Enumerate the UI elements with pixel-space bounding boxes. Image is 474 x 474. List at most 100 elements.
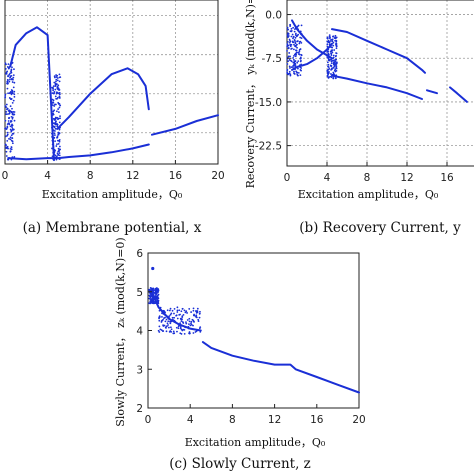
panel-c: 0 4 8 12 16 20 2 3 4 5 6 Slowly Current， zₖ (mod(k… <box>114 237 366 472</box>
scatter-point <box>169 322 172 325</box>
scatter-point <box>8 80 11 83</box>
scatter-point <box>164 316 166 319</box>
scatter-point <box>52 85 55 88</box>
panel-b-caption-text: (b) Recovery Current, y <box>299 220 461 236</box>
scatter-point <box>327 57 330 60</box>
scatter-point <box>293 55 295 57</box>
panel-a-ticks: 0 4 8 12 16 20 <box>2 160 225 182</box>
scatter-point <box>334 34 337 37</box>
scatter-point <box>58 145 61 148</box>
panel-b-ytick-label: -7.5 <box>262 53 283 65</box>
scatter-point <box>7 113 10 115</box>
scatter-point <box>332 56 335 59</box>
scatter-point <box>333 63 335 66</box>
scatter-point <box>180 318 182 321</box>
panel-a-xlabel: Excitation amplitude，Q₀ <box>42 188 183 201</box>
scatter-point <box>163 324 166 327</box>
scatter-point <box>10 134 13 137</box>
panel-c-xtick-label: 8 <box>229 414 236 426</box>
scatter-point <box>55 80 57 83</box>
scatter-point <box>299 57 302 60</box>
scatter-point <box>11 77 13 80</box>
scatter-point <box>192 309 195 312</box>
scatter-point <box>52 101 54 104</box>
scatter-point <box>56 135 59 138</box>
scatter-point <box>55 97 58 100</box>
scatter-point <box>7 158 10 161</box>
scatter-point <box>151 302 154 305</box>
scatter-point <box>11 124 14 127</box>
scatter-point <box>165 318 168 321</box>
scatter-point <box>55 74 58 76</box>
scatter-point <box>53 132 56 135</box>
panel-b-ytick-label: -15.0 <box>255 97 282 109</box>
scatter-point <box>6 113 8 116</box>
scatter-point <box>332 77 335 79</box>
scatter-point <box>189 324 192 327</box>
scatter-point <box>13 90 16 93</box>
panel-c-ytick-label: 4 <box>136 326 143 338</box>
panel-b-data <box>286 19 468 103</box>
scatter-point <box>329 36 331 39</box>
scatter-point <box>179 327 182 330</box>
scatter-point <box>286 68 289 71</box>
scatter-point <box>11 107 13 110</box>
scatter-point <box>56 116 59 119</box>
scatter-point <box>10 110 13 113</box>
scatter-point <box>286 26 289 29</box>
scatter-point <box>188 320 191 323</box>
scatter-point <box>6 108 9 110</box>
scatter-point <box>57 131 60 134</box>
series-line <box>449 86 468 103</box>
scatter-point <box>335 43 337 46</box>
scatter-point <box>10 98 13 101</box>
scatter-point <box>9 136 12 139</box>
scatter-point <box>288 52 291 54</box>
scatter-point <box>54 140 56 143</box>
scatter-point <box>11 91 14 93</box>
scatter-point <box>11 137 14 139</box>
panel-b-xlabel: Excitation amplitude，Q₀ <box>298 188 439 201</box>
scatter-point <box>10 89 13 91</box>
scatter-point <box>56 136 58 139</box>
scatter-point <box>164 326 167 329</box>
scatter-point <box>299 36 302 39</box>
scatter-point <box>154 288 157 290</box>
scatter-point <box>7 120 10 122</box>
scatter-point <box>286 34 289 37</box>
scatter-point <box>8 97 11 99</box>
series-point <box>151 266 155 271</box>
scatter-point <box>294 55 297 58</box>
scatter-point <box>167 320 170 323</box>
scatter-point <box>55 92 58 95</box>
scatter-point <box>9 119 12 122</box>
scatter-point <box>54 82 57 85</box>
scatter-point <box>58 91 61 94</box>
panel-c-ticks: 0 4 8 12 16 20 2 3 4 5 6 <box>136 248 365 426</box>
scatter-point <box>192 324 194 327</box>
panel-a-xtick-label: 0 <box>2 170 9 182</box>
scatter-point <box>149 302 151 305</box>
scatter-point <box>190 322 192 325</box>
scatter-point <box>288 70 291 73</box>
panel-a-data <box>4 26 219 162</box>
scatter-point <box>293 53 296 56</box>
scatter-point <box>162 330 165 332</box>
scatter-point <box>58 95 61 98</box>
scatter-point <box>161 316 163 318</box>
scatter-point <box>5 144 8 147</box>
scatter-point <box>150 287 153 290</box>
panel-b-ytick-label: -22.5 <box>255 141 282 153</box>
scatter-point <box>326 61 329 64</box>
panel-c-caption: (c) Slowly Current, z <box>169 456 311 472</box>
scatter-point <box>197 318 200 321</box>
scatter-point <box>154 295 157 298</box>
scatter-point <box>300 54 303 57</box>
panel-c-xtick-label: 4 <box>187 414 194 426</box>
scatter-point <box>13 93 16 96</box>
scatter-point <box>53 125 56 128</box>
scatter-point <box>293 62 296 65</box>
scatter-point <box>57 147 60 150</box>
scatter-point <box>55 110 58 113</box>
panel-b-grid <box>287 0 474 166</box>
